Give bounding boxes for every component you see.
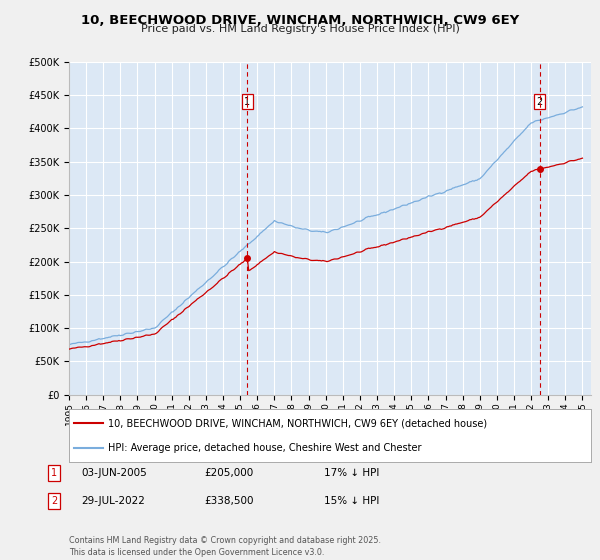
Text: 29-JUL-2022: 29-JUL-2022: [81, 496, 145, 506]
Text: 1: 1: [244, 96, 250, 106]
Text: 2: 2: [536, 96, 543, 106]
Text: Contains HM Land Registry data © Crown copyright and database right 2025.
This d: Contains HM Land Registry data © Crown c…: [69, 536, 381, 557]
Text: Price paid vs. HM Land Registry's House Price Index (HPI): Price paid vs. HM Land Registry's House …: [140, 24, 460, 34]
Text: 15% ↓ HPI: 15% ↓ HPI: [324, 496, 379, 506]
Text: 10, BEECHWOOD DRIVE, WINCHAM, NORTHWICH, CW9 6EY: 10, BEECHWOOD DRIVE, WINCHAM, NORTHWICH,…: [81, 14, 519, 27]
Text: 17% ↓ HPI: 17% ↓ HPI: [324, 468, 379, 478]
Text: 03-JUN-2005: 03-JUN-2005: [81, 468, 147, 478]
Text: £205,000: £205,000: [204, 468, 253, 478]
Text: HPI: Average price, detached house, Cheshire West and Chester: HPI: Average price, detached house, Ches…: [108, 442, 422, 452]
Text: £338,500: £338,500: [204, 496, 254, 506]
Text: 1: 1: [51, 468, 57, 478]
Text: 10, BEECHWOOD DRIVE, WINCHAM, NORTHWICH, CW9 6EY (detached house): 10, BEECHWOOD DRIVE, WINCHAM, NORTHWICH,…: [108, 418, 487, 428]
Text: 2: 2: [51, 496, 57, 506]
